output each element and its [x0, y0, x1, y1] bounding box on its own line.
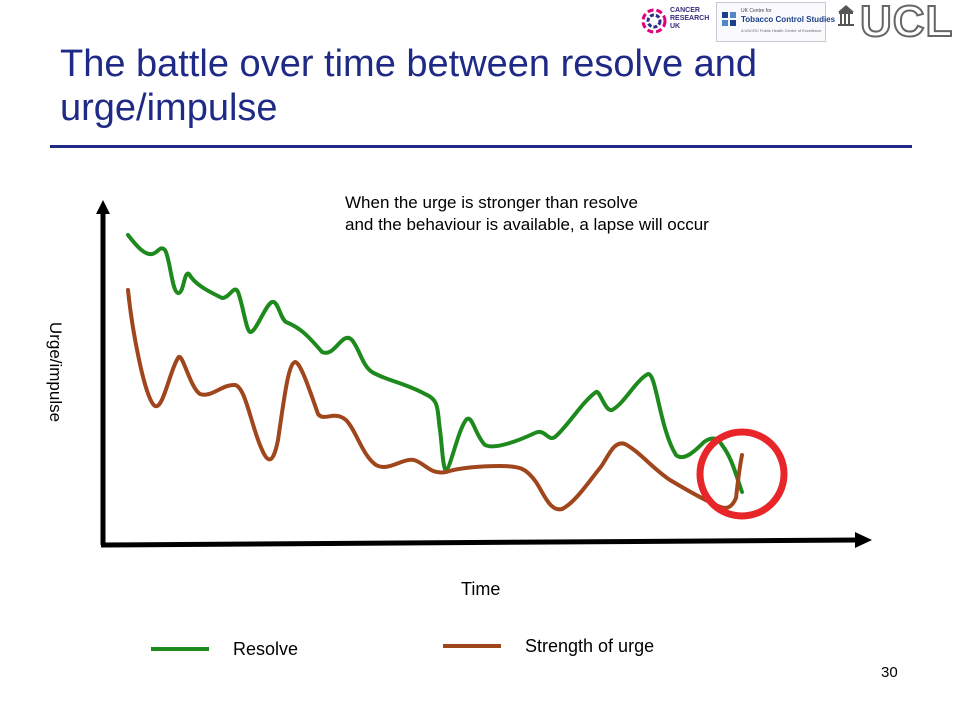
x-axis	[100, 537, 859, 548]
y-axis-arrowhead	[96, 200, 110, 214]
legend-resolve-label: Resolve	[233, 639, 299, 659]
cancer-research-uk-logo: CANCER RESEARCH UK	[640, 4, 720, 40]
legend-urge-swatch	[443, 644, 501, 648]
page-number: 30	[881, 664, 898, 681]
cancer-research-line2: RESEARCH	[670, 15, 710, 22]
urge-series-line	[126, 288, 744, 512]
cancer-research-line1: CANCER	[670, 7, 700, 14]
slide-title-line1: The battle over time between resolve and	[60, 43, 758, 85]
ucl-portico-icon	[838, 5, 854, 26]
cancer-research-swirl-icon	[641, 8, 667, 34]
tobacco-control-emblem-icon	[722, 12, 736, 26]
legend-urge-label: Strength of urge	[525, 636, 655, 656]
tobacco-control-line3: A UKCRC Public Health Centre of Excellen…	[741, 28, 822, 33]
resolve-series-line	[126, 233, 744, 494]
annotation-line2: and the behaviour is available, a lapse …	[345, 215, 709, 234]
cancer-research-line3: UK	[670, 23, 681, 30]
svg-text:UCL: UCL	[860, 0, 953, 44]
y-axis-label: Urge/impulse	[46, 321, 65, 423]
x-axis-arrowhead	[855, 532, 872, 548]
tobacco-control-line2: Tobacco Control Studies	[741, 15, 836, 24]
tobacco-control-line1: UK Centre for	[741, 8, 772, 14]
lapse-annotation: When the urge is stronger than resolve a…	[345, 192, 709, 236]
ucl-logo: UCL	[838, 0, 953, 44]
slide-title-line2: urge/impulse	[60, 87, 278, 129]
lapse-highlight-circle	[696, 428, 788, 520]
legend-resolve-swatch	[151, 647, 209, 651]
tobacco-control-studies-logo: UK Centre for Tobacco Control Studies A …	[716, 2, 835, 42]
annotation-line1: When the urge is stronger than resolve	[345, 193, 638, 212]
title-underline	[50, 145, 912, 148]
slide-title: The battle over time between resolve and…	[60, 42, 890, 130]
logo-strip: CANCER RESEARCH UK UK Centre for Tobacco…	[620, 0, 960, 44]
x-axis-label: Time	[461, 579, 501, 599]
